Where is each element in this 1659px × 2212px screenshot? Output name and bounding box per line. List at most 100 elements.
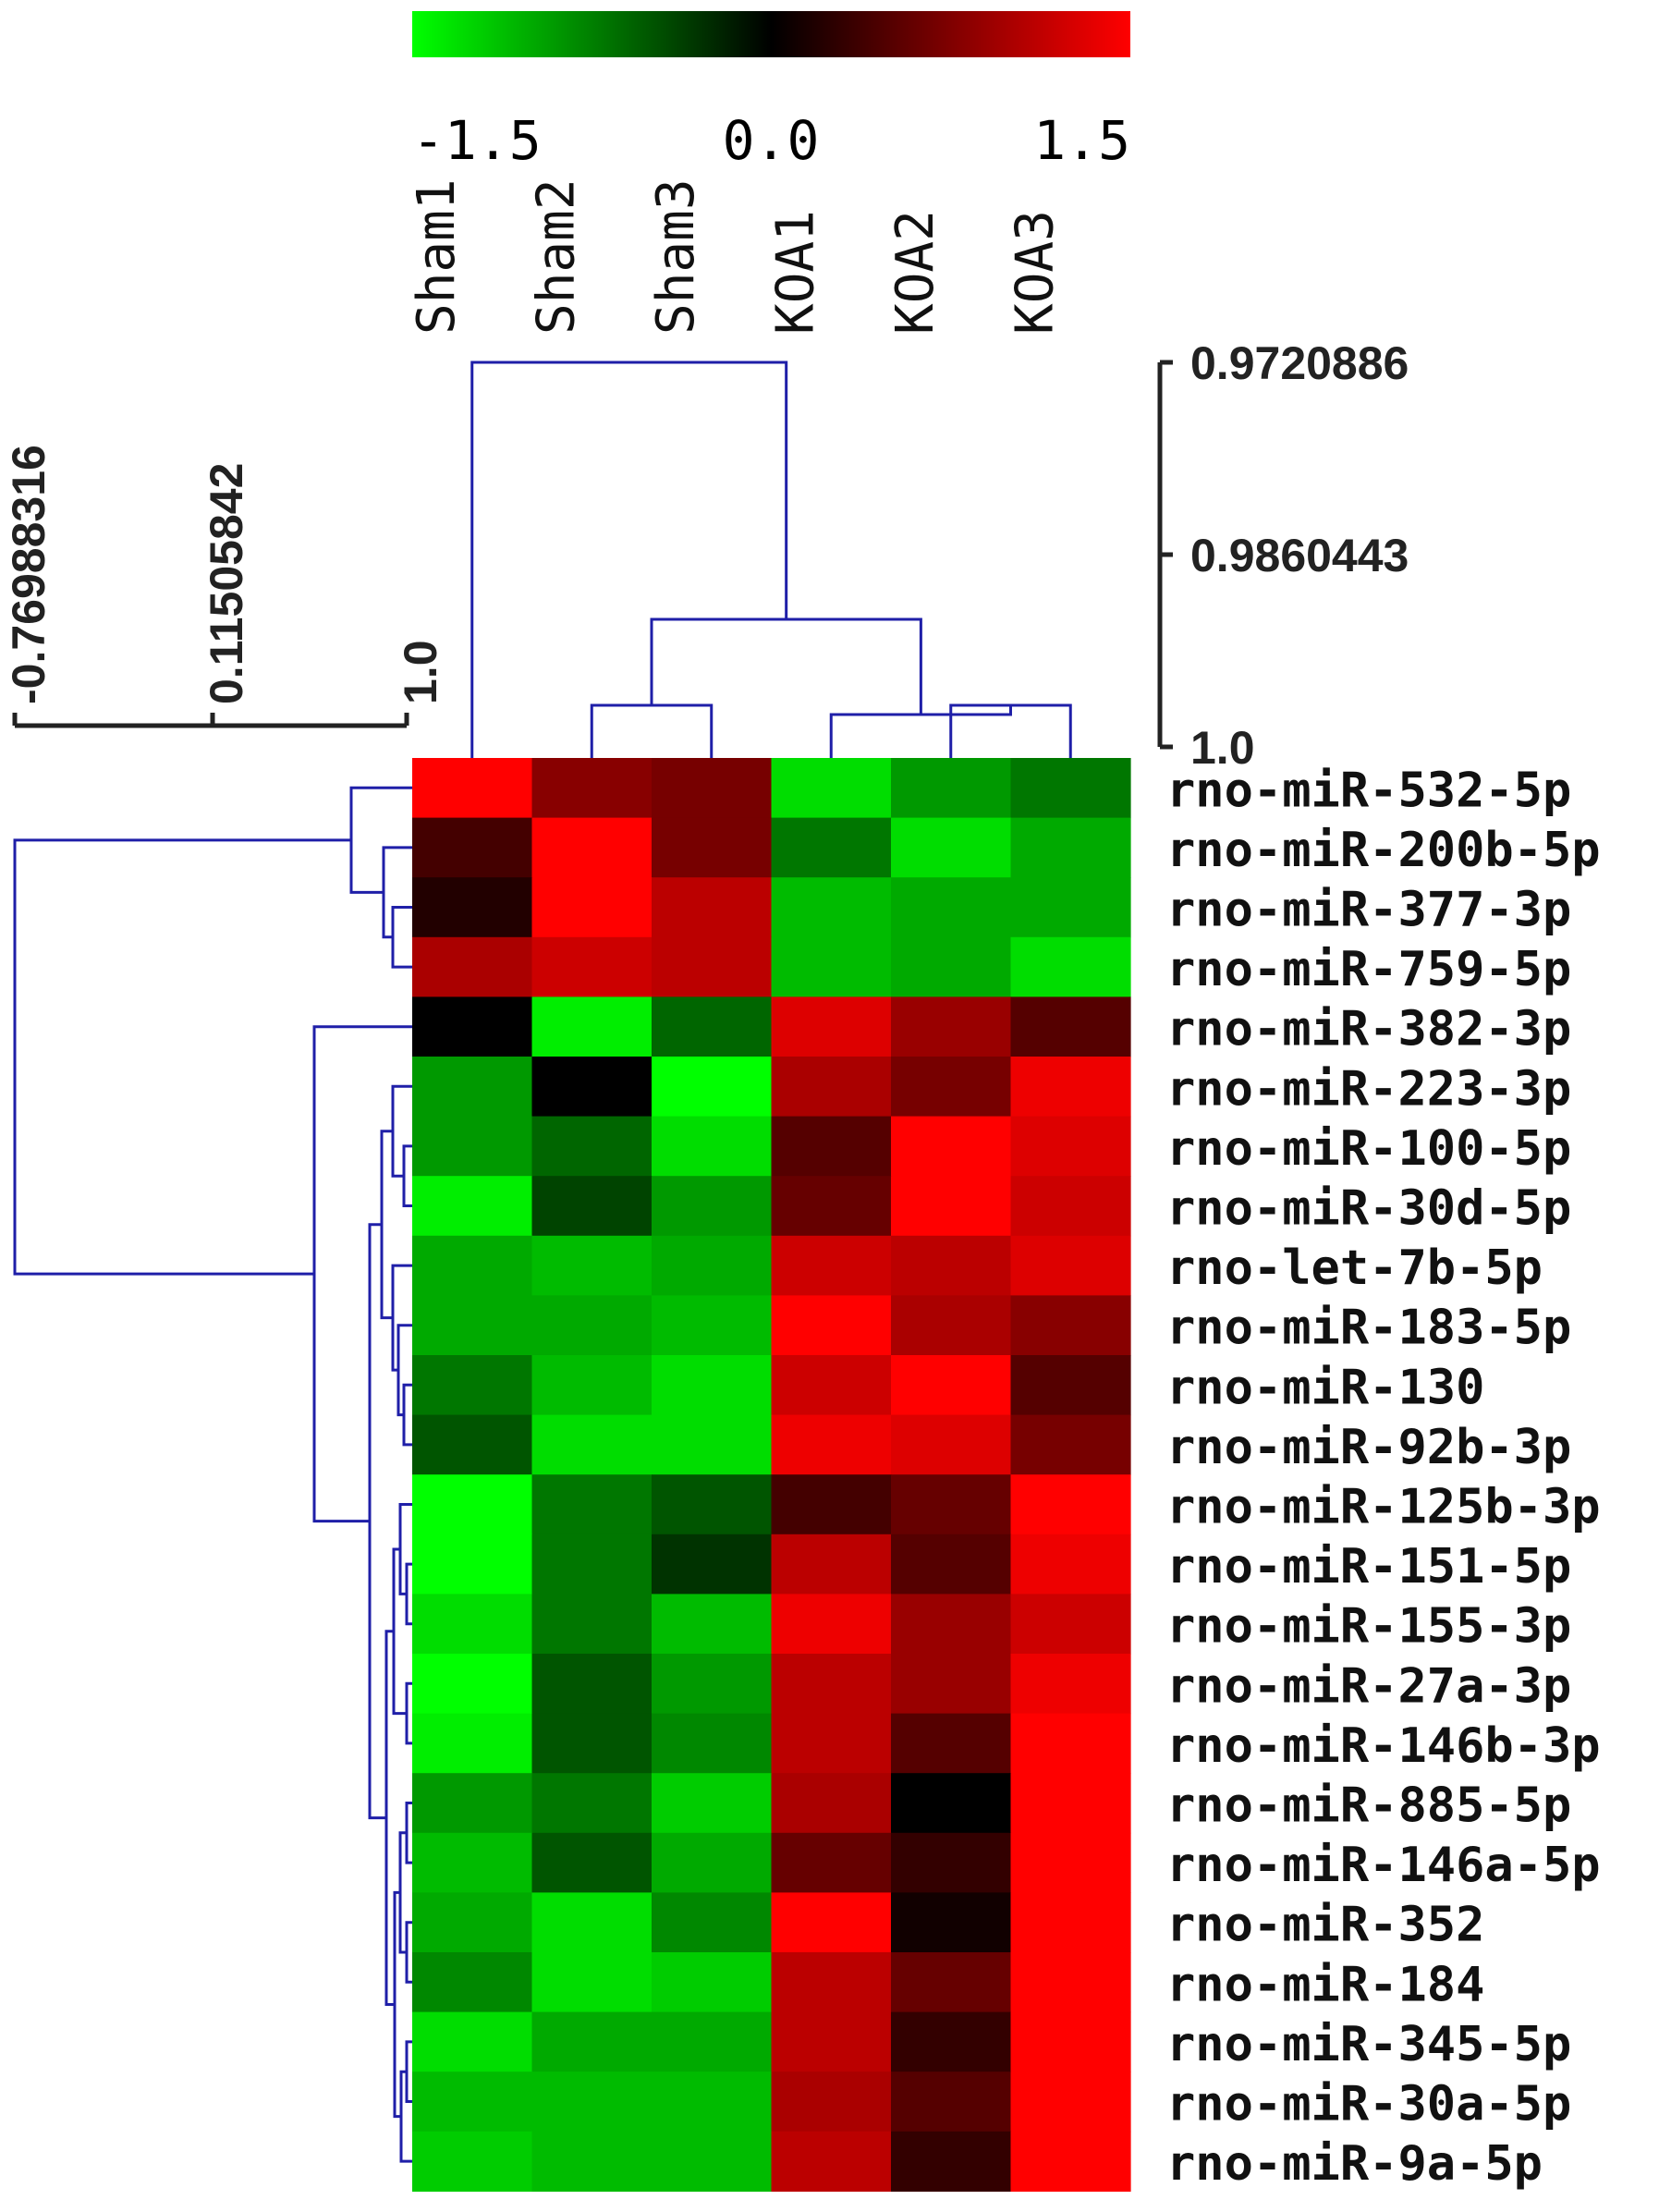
heatmap-cell <box>891 1235 1012 1296</box>
column-scale-label: 0.9860443 <box>1190 530 1409 581</box>
heatmap-cell <box>1010 996 1131 1057</box>
row-label: rno-miR-146a-5p <box>1166 1838 1601 1893</box>
heatmap-cell <box>531 1534 653 1595</box>
heatmap-cell <box>531 1832 653 1893</box>
colorbar-tick-mid: 0.0 <box>723 109 820 172</box>
column-label: KOA3 <box>1005 210 1065 335</box>
heatmap-cell <box>1010 1295 1131 1356</box>
heatmap-cell <box>531 1474 653 1535</box>
heatmap-cell <box>652 1832 773 1893</box>
heatmap-cell <box>531 1176 653 1237</box>
heatmap-cell <box>652 936 773 997</box>
heatmap-cell <box>412 936 533 997</box>
dendrogram-link <box>312 1025 412 1523</box>
heatmap-cell <box>771 1414 892 1475</box>
row-label: rno-miR-184 <box>1166 1957 1484 2012</box>
heatmap-cell <box>771 1176 892 1237</box>
heatmap-cell <box>1010 1654 1131 1715</box>
row-label: rno-miR-223-3p <box>1166 1061 1571 1117</box>
dendrogram-link <box>405 1802 412 1864</box>
heatmap-cell <box>531 1414 653 1475</box>
row-label: rno-miR-183-5p <box>1166 1301 1571 1356</box>
heatmap-cell <box>652 1355 773 1416</box>
heatmap-cell <box>891 1773 1012 1834</box>
column-label: Sham3 <box>646 178 706 335</box>
heatmap-cell <box>891 1892 1012 1953</box>
heatmap-cell <box>1010 1414 1131 1475</box>
heatmap-cell <box>412 1594 533 1655</box>
heatmap-cell <box>412 2011 533 2072</box>
heatmap-cell <box>412 1713 533 1774</box>
heatmap-cell <box>1010 2131 1131 2192</box>
column-label: KOA2 <box>885 210 945 335</box>
heatmap-cell <box>771 2071 892 2133</box>
row-label: rno-miR-759-5p <box>1166 942 1571 997</box>
heatmap-cell <box>652 1414 773 1475</box>
row-scale-label: 1.0 <box>395 640 446 704</box>
colorbar-tick-low: -1.5 <box>412 109 542 172</box>
heatmap-cell <box>652 1713 773 1774</box>
heatmap-cell <box>1010 1892 1131 1953</box>
dendrogram-link <box>650 617 922 715</box>
dendrogram-link <box>13 838 351 1276</box>
dendrogram-link <box>405 1921 412 1984</box>
heatmap-cell <box>652 758 773 819</box>
heatmap-cell <box>412 1235 533 1296</box>
heatmap-cell <box>891 1355 1012 1416</box>
column-scale: 0.9720886 0.9860443 1.0 <box>1157 337 1409 774</box>
heatmap-cell <box>771 1474 892 1535</box>
row-labels: rno-miR-532-5prno-miR-200b-5prno-miR-377… <box>1166 763 1601 2192</box>
heatmap-cell <box>771 758 892 819</box>
heatmap-cell <box>652 1773 773 1834</box>
heatmap-cell <box>652 1654 773 1715</box>
heatmap-cell <box>531 1235 653 1296</box>
heatmap-cell <box>531 1952 653 2013</box>
heatmap-cell <box>652 2011 773 2072</box>
heatmap-cell <box>531 1295 653 1356</box>
heatmap-cell <box>891 817 1012 878</box>
dendrogram-link <box>391 1264 412 1372</box>
heatmap-cell <box>531 1594 653 1655</box>
heatmap-cell <box>891 1832 1012 1893</box>
heatmap-cell <box>771 1832 892 1893</box>
heatmap-cell <box>412 1355 533 1416</box>
heatmap-cell <box>412 1534 533 1595</box>
heatmap-cell <box>531 1892 653 1953</box>
heatmap-cell <box>412 758 533 819</box>
column-scale-label: 0.9720886 <box>1190 337 1409 389</box>
heatmap-cell <box>891 936 1012 997</box>
heatmap-cell <box>771 2011 892 2072</box>
heatmap-cell <box>652 1116 773 1177</box>
heatmap-cell <box>891 1594 1012 1655</box>
heatmap-cells <box>412 758 1131 2192</box>
heatmap-cell <box>652 877 773 938</box>
heatmap-cell <box>531 877 653 938</box>
heatmap-cell <box>1010 2011 1131 2072</box>
heatmap-cell <box>531 1116 653 1177</box>
heatmap-cell <box>652 1057 773 1118</box>
heatmap-cell <box>531 996 653 1057</box>
dendrogram-link <box>368 1223 386 1820</box>
colorbar-tick-high: 1.5 <box>1033 109 1130 172</box>
row-label: rno-miR-155-3p <box>1166 1599 1571 1655</box>
heatmap-cell <box>1010 1773 1131 1834</box>
heatmap-cell <box>531 936 653 997</box>
heatmap-cell <box>891 1474 1012 1535</box>
row-label: rno-miR-30d-5p <box>1166 1181 1571 1237</box>
row-label: rno-miR-345-5p <box>1166 2017 1571 2072</box>
heatmap-cell <box>771 1295 892 1356</box>
row-label: rno-miR-100-5p <box>1166 1121 1571 1177</box>
dendrogram-link <box>349 786 412 894</box>
column-label: KOA1 <box>765 210 825 335</box>
heatmap-cell <box>531 1654 653 1715</box>
row-scale: -0.76988316 0.11505842 1.0 <box>3 445 446 728</box>
dendrogram-link <box>380 1130 393 1320</box>
heatmap-cell <box>531 1057 653 1118</box>
row-scale-label: -0.76988316 <box>3 445 55 704</box>
row-label: rno-miR-532-5p <box>1166 763 1571 818</box>
heatmap-cell <box>891 2131 1012 2192</box>
heatmap-cell <box>412 1057 533 1118</box>
heatmap-cell <box>891 1654 1012 1715</box>
heatmap-cell <box>891 1295 1012 1356</box>
